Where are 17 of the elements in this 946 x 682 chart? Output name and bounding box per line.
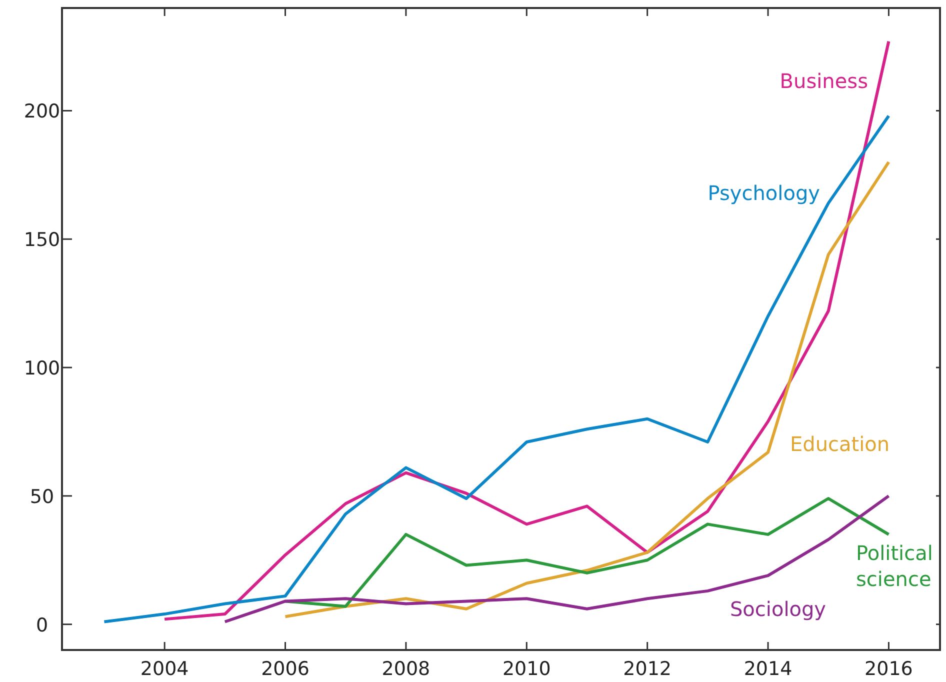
series-label: Political science	[856, 541, 933, 591]
series-label: Business	[780, 69, 868, 93]
y-tick-label: 200	[24, 100, 60, 123]
y-tick-label: 150	[24, 229, 60, 252]
y-tick-label: 50	[30, 486, 54, 508]
x-tick-label: 2006	[261, 658, 310, 680]
y-tick-label: 100	[24, 358, 60, 380]
x-tick-label: 2004	[140, 658, 189, 680]
x-tick-label: 2010	[502, 658, 551, 680]
series-label: Education	[790, 432, 890, 456]
series-label: Sociology	[730, 597, 826, 621]
series-label: Psychology	[708, 181, 820, 205]
x-tick-label: 2012	[623, 658, 672, 680]
x-tick-label: 2016	[864, 658, 913, 680]
x-tick-label: 2008	[382, 658, 430, 680]
x-tick-label: 2014	[744, 658, 792, 680]
y-tick-label: 0	[36, 614, 48, 636]
